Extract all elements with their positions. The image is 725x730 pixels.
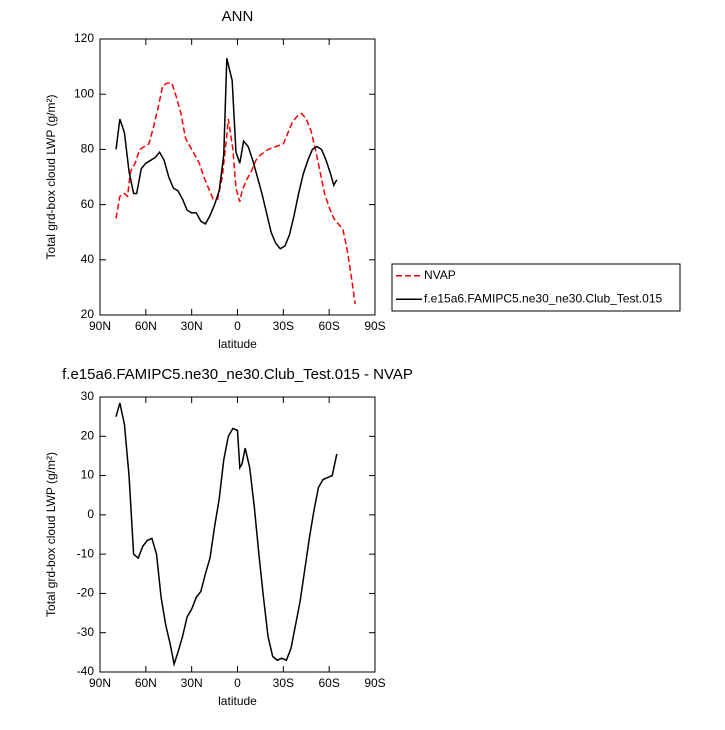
- y-tick-label: -10: [77, 546, 95, 560]
- x-tick-label: 30S: [273, 676, 294, 690]
- y-tick-label: 10: [81, 468, 95, 482]
- x-tick-label: 60N: [135, 676, 157, 690]
- x-axis-label: latitude: [218, 694, 257, 708]
- y-tick-label: 100: [74, 86, 94, 100]
- y-tick-label: -40: [77, 664, 95, 678]
- x-tick-label: 0: [234, 319, 241, 333]
- x-tick-label: 60N: [135, 319, 157, 333]
- x-tick-label: 30S: [273, 319, 294, 333]
- x-tick-label: 0: [234, 676, 241, 690]
- x-tick-label: 30N: [181, 319, 203, 333]
- legend-box: [391, 263, 681, 312]
- chart-title: ANN: [222, 8, 254, 25]
- y-tick-label: 120: [74, 31, 94, 45]
- y-tick-label: 20: [81, 428, 95, 442]
- y-tick-label: 30: [81, 389, 95, 403]
- y-tick-label: 20: [81, 307, 95, 321]
- data-line: [115, 82, 356, 305]
- y-tick-label: -30: [77, 625, 95, 639]
- data-line: [115, 402, 338, 668]
- legend-label: f.e15a6.FAMIPC5.ne30_ne30.Club_Test.015: [424, 291, 662, 305]
- x-tick-label: 90N: [89, 319, 111, 333]
- data-line: [115, 58, 338, 250]
- y-axis-label: Total grd-box cloud LWP (g/m²): [44, 452, 58, 617]
- chart-title: f.e15a6.FAMIPC5.ne30_ne30.Club_Test.015 …: [62, 366, 413, 383]
- y-tick-label: 40: [81, 252, 95, 266]
- x-axis-label: latitude: [218, 337, 257, 351]
- plot-frame: [99, 38, 376, 316]
- y-tick-label: -20: [77, 586, 95, 600]
- x-tick-label: 90S: [364, 676, 385, 690]
- x-tick-label: 60S: [318, 319, 339, 333]
- y-tick-label: 0: [87, 507, 94, 521]
- x-tick-label: 30N: [181, 676, 203, 690]
- legend-label: NVAP: [424, 268, 456, 282]
- y-tick-label: 60: [81, 197, 95, 211]
- x-tick-label: 60S: [318, 676, 339, 690]
- y-tick-label: 80: [81, 142, 95, 156]
- y-axis-label: Total grd-box cloud LWP (g/m²): [44, 95, 58, 260]
- x-tick-label: 90S: [364, 319, 385, 333]
- x-tick-label: 90N: [89, 676, 111, 690]
